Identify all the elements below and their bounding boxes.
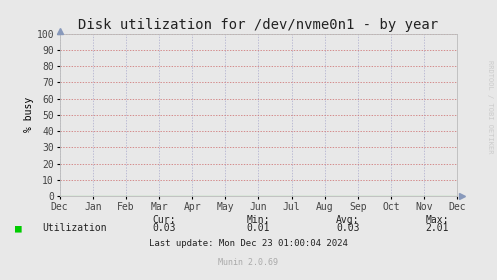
Text: RRDTOOL / TOBI OETIKER: RRDTOOL / TOBI OETIKER (487, 60, 493, 153)
Text: Cur:: Cur: (152, 214, 176, 225)
Text: ■: ■ (15, 223, 22, 233)
Text: Last update: Mon Dec 23 01:00:04 2024: Last update: Mon Dec 23 01:00:04 2024 (149, 239, 348, 248)
Text: Min:: Min: (247, 214, 270, 225)
Text: Avg:: Avg: (336, 214, 360, 225)
Text: Max:: Max: (425, 214, 449, 225)
Text: 0.03: 0.03 (152, 223, 176, 233)
Text: Utilization: Utilization (42, 223, 107, 233)
Y-axis label: % busy: % busy (24, 97, 34, 132)
Title: Disk utilization for /dev/nvme0n1 - by year: Disk utilization for /dev/nvme0n1 - by y… (79, 18, 438, 32)
Text: Munin 2.0.69: Munin 2.0.69 (219, 258, 278, 267)
Text: 0.03: 0.03 (336, 223, 360, 233)
Text: 0.01: 0.01 (247, 223, 270, 233)
Text: 2.01: 2.01 (425, 223, 449, 233)
